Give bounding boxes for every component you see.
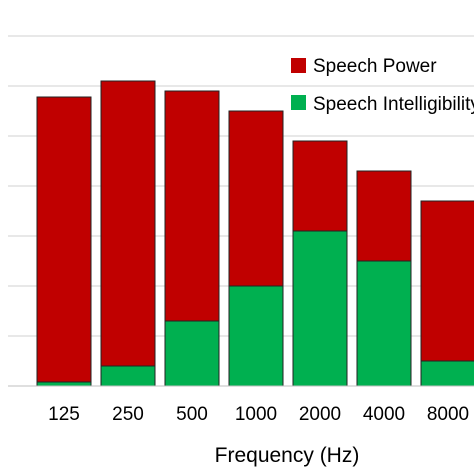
bar-power-4000 bbox=[356, 170, 412, 262]
bar-power-250 bbox=[100, 80, 156, 367]
x-tick-label: 4000 bbox=[363, 404, 405, 425]
bar-power-8000 bbox=[420, 200, 474, 362]
legend-swatch-intelligibility bbox=[291, 95, 306, 110]
legend-label-intelligibility: Speech Intelligibility bbox=[313, 94, 474, 115]
legend-label-power: Speech Power bbox=[313, 56, 437, 77]
bar-power-2000 bbox=[292, 140, 348, 232]
x-axis-title: Frequency (Hz) bbox=[215, 444, 360, 467]
x-tick-label: 1000 bbox=[235, 404, 277, 425]
bars bbox=[36, 80, 474, 387]
x-tick-labels: 125 250 500 1000 2000 4000 8000 bbox=[48, 404, 469, 425]
bar-intelligibility-4000 bbox=[356, 260, 412, 387]
bar-intelligibility-8000 bbox=[420, 360, 474, 387]
bar-intelligibility-1000 bbox=[228, 285, 284, 387]
bar-intelligibility-2000 bbox=[292, 230, 348, 387]
legend: Speech Power Speech Intelligibility bbox=[291, 56, 474, 115]
bar-intelligibility-125 bbox=[36, 381, 92, 387]
x-tick-label: 500 bbox=[176, 404, 208, 425]
legend-swatch-power bbox=[291, 58, 306, 73]
bar-power-1000 bbox=[228, 110, 284, 287]
x-tick-label: 125 bbox=[48, 404, 80, 425]
x-tick-label: 8000 bbox=[427, 404, 469, 425]
x-tick-label: 2000 bbox=[299, 404, 341, 425]
bar-intelligibility-250 bbox=[100, 365, 156, 387]
x-tick-label: 250 bbox=[112, 404, 144, 425]
bar-power-125 bbox=[36, 96, 92, 383]
bar-power-500 bbox=[164, 90, 220, 322]
bar-intelligibility-500 bbox=[164, 320, 220, 387]
